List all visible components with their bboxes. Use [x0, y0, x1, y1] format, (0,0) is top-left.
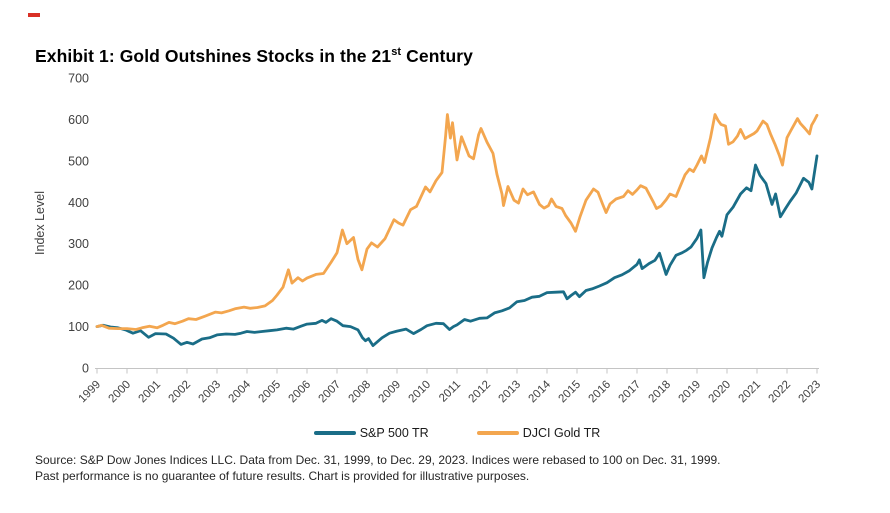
y-tick-label: 0 — [82, 362, 89, 376]
x-tick-label: 2022 — [767, 379, 794, 406]
y-axis-title: Index Level — [33, 191, 47, 255]
djci-gold-line-swatch-icon — [476, 430, 519, 436]
x-tick-label: 2018 — [647, 379, 674, 406]
x-tick-label: 2021 — [737, 379, 764, 406]
source-note-line2: Past performance is no guarantee of futu… — [35, 469, 530, 483]
source-note-line1: Source: S&P Dow Jones Indices LLC. Data … — [35, 453, 721, 467]
x-tick-label: 2003 — [197, 379, 224, 406]
x-tick-label: 2011 — [437, 379, 463, 405]
y-tick-label: 200 — [68, 279, 89, 293]
x-tick-label: 2002 — [167, 379, 194, 406]
x-tick-label: 2008 — [347, 379, 374, 406]
legend-item-djci-gold-tr: DJCI Gold TR — [476, 426, 601, 440]
sp500-line-swatch-icon — [313, 430, 356, 436]
x-tick-label: 2000 — [107, 379, 134, 406]
chart-title-prefix: Exhibit 1: Gold Outshines Stocks in the … — [35, 46, 392, 66]
y-tick-label: 400 — [68, 196, 89, 210]
x-tick-label: 2006 — [287, 379, 314, 406]
x-tick-label: 2023 — [797, 379, 824, 406]
legend-label-djci-gold-tr: DJCI Gold TR — [522, 426, 601, 440]
x-tick-label: 2016 — [587, 379, 614, 406]
series-line-s-p-500-tr — [95, 154, 819, 348]
x-tick-label: 2004 — [227, 378, 254, 405]
x-tick-label: 2005 — [257, 379, 284, 406]
red-artifact-mark — [28, 13, 40, 17]
y-tick-label: 700 — [68, 72, 89, 86]
x-tick-label: 2015 — [557, 379, 584, 406]
y-tick-label: 600 — [68, 113, 89, 127]
x-tick-label: 2019 — [677, 379, 704, 406]
x-tick-label: 2009 — [377, 379, 404, 406]
legend-label-sp500-tr: S&P 500 TR — [359, 426, 429, 440]
chart-title-superscript: st — [391, 46, 402, 59]
y-tick-label: 100 — [68, 320, 89, 334]
chart-legend: S&P 500 TR DJCI Gold TR — [97, 426, 817, 440]
x-tick-label: 1999 — [77, 379, 104, 406]
x-tick-label: 2007 — [317, 379, 344, 406]
source-note: Source: S&P Dow Jones Indices LLC. Data … — [35, 452, 875, 484]
x-tick-label: 2013 — [497, 379, 524, 406]
x-tick-label: 2014 — [527, 378, 554, 405]
legend-item-sp500-tr: S&P 500 TR — [313, 426, 429, 440]
x-tick-label: 2020 — [707, 379, 734, 406]
y-tick-label: 500 — [68, 154, 89, 168]
x-tick-label: 2012 — [467, 379, 494, 406]
x-tick-label: 2017 — [617, 379, 644, 406]
chart-title: Exhibit 1: Gold Outshines Stocks in the … — [35, 46, 473, 67]
x-tick-label: 2001 — [137, 379, 164, 406]
chart-title-suffix: Century — [401, 46, 473, 66]
y-tick-label: 300 — [68, 237, 89, 251]
x-tick-label: 2010 — [407, 379, 434, 406]
series-line-djci-gold-tr — [95, 113, 819, 331]
